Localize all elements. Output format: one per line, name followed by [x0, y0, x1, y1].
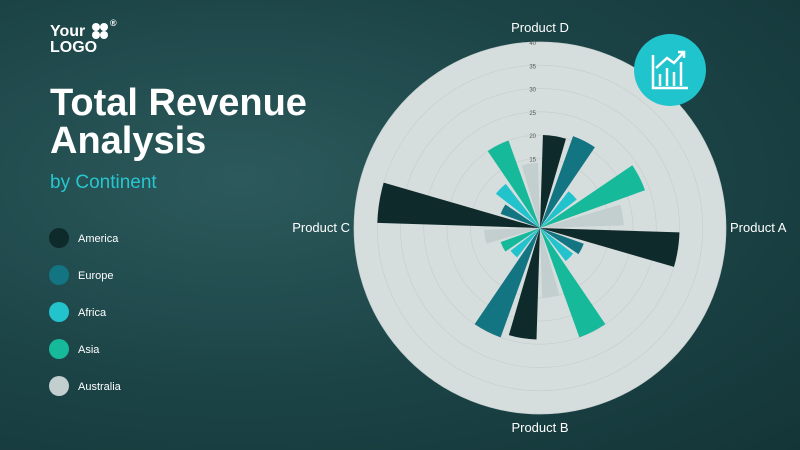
bar [540, 228, 560, 298]
grid-circle [446, 134, 634, 322]
bar [474, 228, 540, 338]
grid-circle [400, 88, 680, 368]
bar [521, 162, 540, 228]
logo-icon [92, 23, 108, 39]
bar [540, 228, 584, 255]
chart-title: Total Revenue Analysis [50, 82, 307, 162]
plot: 15 20 25 30 35 40 [353, 41, 727, 415]
radial-tick-label: 35 [529, 64, 536, 70]
logo-mark: ® [110, 18, 117, 28]
logo-bottom: LOGO [50, 39, 97, 56]
bar [377, 182, 540, 228]
legend-marker [49, 376, 69, 396]
radial-tick-label: 25 [529, 111, 536, 117]
angular-label: Product C [292, 220, 350, 235]
chart-icon [634, 34, 706, 106]
bar [508, 228, 540, 340]
bar [500, 204, 540, 228]
legend-marker [49, 302, 69, 322]
legend-marker [49, 228, 69, 248]
bar [540, 165, 646, 228]
bar [540, 191, 577, 228]
bar [495, 183, 540, 228]
legend-label: Europe [78, 270, 113, 282]
radial-tick-label: 15 [529, 157, 536, 163]
bar [540, 228, 680, 267]
bar [484, 228, 540, 244]
bar [487, 140, 540, 228]
legend-label: America [78, 233, 119, 245]
legend-marker [49, 265, 69, 285]
bar [540, 228, 574, 262]
bar [540, 135, 566, 228]
radial-tick-label: 40 [529, 41, 536, 47]
radial-tick-label: 30 [529, 88, 536, 94]
bar [540, 136, 595, 228]
angular-label: Product D [511, 20, 569, 35]
bar [500, 228, 540, 252]
chart-subtitle: by Continent [50, 172, 157, 193]
legend-label: Asia [78, 344, 100, 356]
grid-circle [423, 111, 657, 345]
radial-tick-label: 20 [529, 134, 536, 140]
grid-circle [353, 41, 727, 415]
bar [540, 204, 624, 228]
grid-circle [469, 157, 611, 299]
angular-label: Product A [730, 220, 787, 235]
legend-marker [49, 339, 69, 359]
angular-label: Product B [511, 420, 568, 435]
bar [540, 228, 606, 338]
grid-circle [376, 64, 704, 392]
bar [510, 228, 540, 258]
logo-top: Your [50, 23, 85, 40]
legend-label: Africa [78, 307, 107, 319]
legend-label: Australia [78, 381, 122, 393]
